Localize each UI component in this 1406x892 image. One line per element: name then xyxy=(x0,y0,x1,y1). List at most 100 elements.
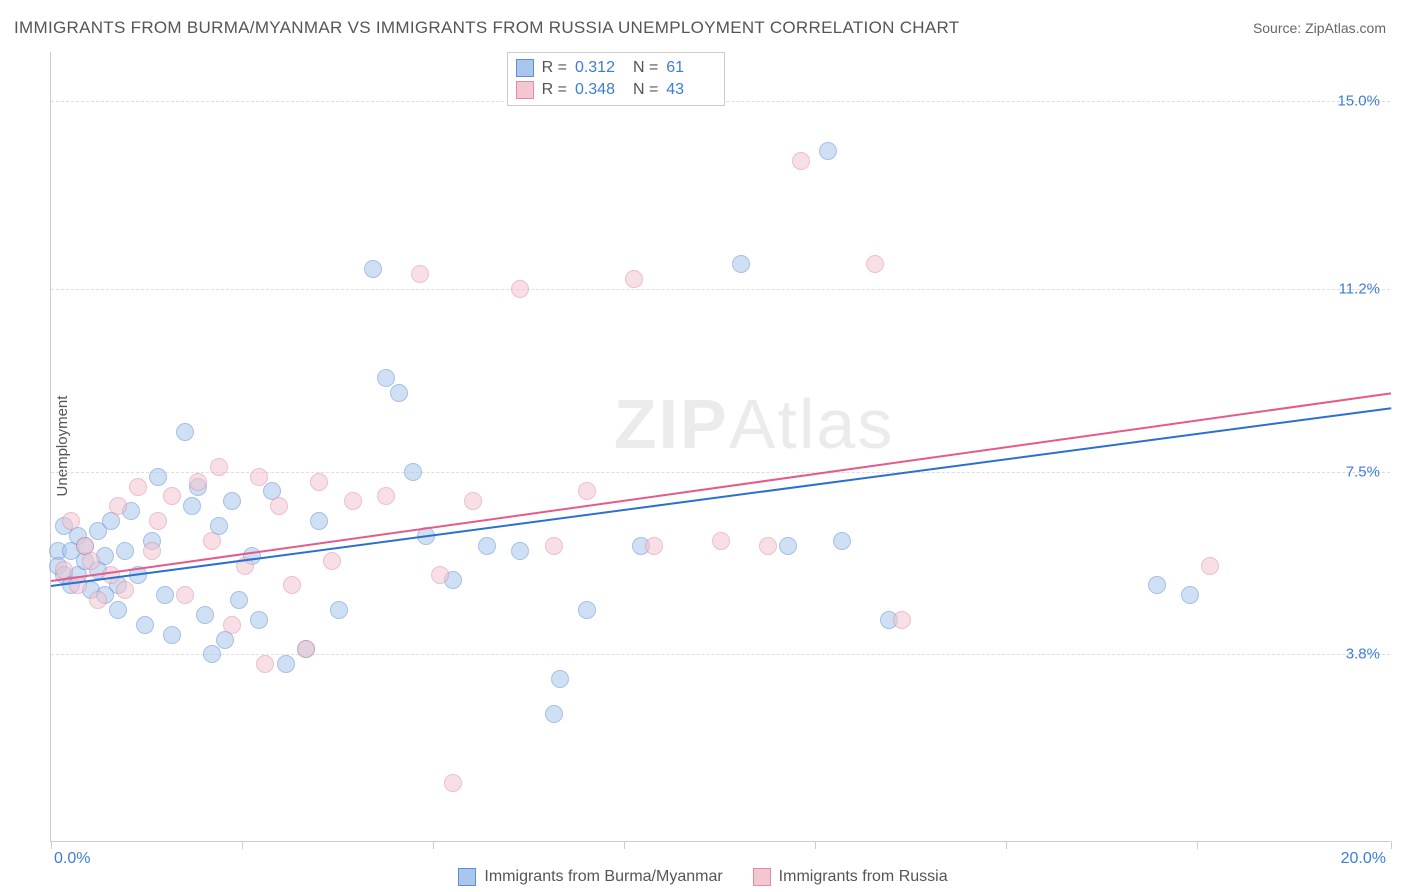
x-tick xyxy=(1197,841,1198,849)
watermark: ZIPAtlas xyxy=(614,384,895,464)
scatter-point xyxy=(143,542,161,560)
scatter-point xyxy=(129,478,147,496)
source-attribution: Source: ZipAtlas.com xyxy=(1253,20,1386,36)
scatter-point xyxy=(779,537,797,555)
n-label: N = xyxy=(633,81,658,99)
scatter-point xyxy=(250,611,268,629)
scatter-point xyxy=(277,655,295,673)
scatter-point xyxy=(893,611,911,629)
trend-line xyxy=(51,393,1391,583)
scatter-point xyxy=(377,369,395,387)
scatter-point xyxy=(1148,576,1166,594)
scatter-point xyxy=(545,537,563,555)
scatter-point xyxy=(183,497,201,515)
legend-item: Immigrants from Russia xyxy=(753,868,948,886)
scatter-plot-area: ZIPAtlas 3.8% 7.5% 11.2% 15.0% R = 0.312 N = 61… xyxy=(50,52,1390,842)
scatter-point xyxy=(866,255,884,273)
legend-swatch xyxy=(516,81,534,99)
scatter-point xyxy=(256,655,274,673)
scatter-point xyxy=(411,265,429,283)
grid-line xyxy=(51,654,1390,655)
scatter-point xyxy=(116,542,134,560)
legend-label: Immigrants from Russia xyxy=(779,868,948,886)
scatter-point xyxy=(759,537,777,555)
x-axis-min-label: 0.0% xyxy=(54,850,90,868)
scatter-point xyxy=(149,512,167,530)
legend-label: Immigrants from Burma/Myanmar xyxy=(484,868,722,886)
scatter-point xyxy=(109,497,127,515)
scatter-point xyxy=(163,626,181,644)
scatter-point xyxy=(1201,557,1219,575)
legend-item: Immigrants from Burma/Myanmar xyxy=(458,868,722,886)
n-value: 43 xyxy=(666,81,716,99)
scatter-point xyxy=(203,645,221,663)
scatter-point xyxy=(116,581,134,599)
scatter-point xyxy=(551,670,569,688)
stats-legend-box: R = 0.312 N = 61 R = 0.348 N = 43 xyxy=(507,52,726,106)
legend-bottom: Immigrants from Burma/Myanmar Immigrants … xyxy=(0,868,1406,886)
watermark-bold: ZIP xyxy=(614,385,729,463)
scatter-point xyxy=(210,458,228,476)
r-value: 0.348 xyxy=(575,81,625,99)
scatter-point xyxy=(149,468,167,486)
scatter-point xyxy=(196,606,214,624)
scatter-point xyxy=(578,482,596,500)
scatter-point xyxy=(833,532,851,550)
stats-row: R = 0.312 N = 61 xyxy=(516,57,717,79)
n-label: N = xyxy=(633,59,658,77)
chart-title: IMMIGRANTS FROM BURMA/MYANMAR VS IMMIGRA… xyxy=(14,18,959,38)
scatter-point xyxy=(578,601,596,619)
trend-line xyxy=(51,408,1391,588)
scatter-point xyxy=(156,586,174,604)
y-tick-label: 15.0% xyxy=(1337,93,1380,110)
scatter-point xyxy=(283,576,301,594)
scatter-point xyxy=(330,601,348,619)
scatter-point xyxy=(270,497,288,515)
scatter-point xyxy=(176,586,194,604)
scatter-point xyxy=(478,537,496,555)
scatter-point xyxy=(223,492,241,510)
r-value: 0.312 xyxy=(575,59,625,77)
grid-line xyxy=(51,289,1390,290)
scatter-point xyxy=(89,591,107,609)
n-value: 61 xyxy=(666,59,716,77)
scatter-point xyxy=(62,512,80,530)
r-label: R = xyxy=(542,59,567,77)
x-tick xyxy=(815,841,816,849)
scatter-point xyxy=(390,384,408,402)
scatter-point xyxy=(1181,586,1199,604)
legend-swatch xyxy=(458,868,476,886)
scatter-point xyxy=(310,473,328,491)
legend-swatch xyxy=(516,59,534,77)
x-tick xyxy=(624,841,625,849)
watermark-rest: Atlas xyxy=(729,385,895,463)
scatter-point xyxy=(377,487,395,505)
scatter-point xyxy=(545,705,563,723)
scatter-point xyxy=(431,566,449,584)
legend-swatch xyxy=(753,868,771,886)
scatter-point xyxy=(511,542,529,560)
y-tick-label: 7.5% xyxy=(1346,463,1380,480)
scatter-point xyxy=(163,487,181,505)
scatter-point xyxy=(344,492,362,510)
x-tick xyxy=(242,841,243,849)
scatter-point xyxy=(511,280,529,298)
scatter-point xyxy=(136,616,154,634)
scatter-point xyxy=(323,552,341,570)
stats-row: R = 0.348 N = 43 xyxy=(516,79,717,101)
scatter-point xyxy=(297,640,315,658)
scatter-point xyxy=(250,468,268,486)
x-tick xyxy=(1006,841,1007,849)
scatter-point xyxy=(732,255,750,273)
x-axis-max-label: 20.0% xyxy=(1341,850,1386,868)
scatter-point xyxy=(712,532,730,550)
scatter-point xyxy=(404,463,422,481)
scatter-point xyxy=(189,473,207,491)
scatter-point xyxy=(444,774,462,792)
r-label: R = xyxy=(542,81,567,99)
x-tick xyxy=(51,841,52,849)
y-tick-label: 11.2% xyxy=(1339,281,1380,298)
x-tick xyxy=(433,841,434,849)
y-tick-label: 3.8% xyxy=(1346,646,1380,663)
scatter-point xyxy=(464,492,482,510)
